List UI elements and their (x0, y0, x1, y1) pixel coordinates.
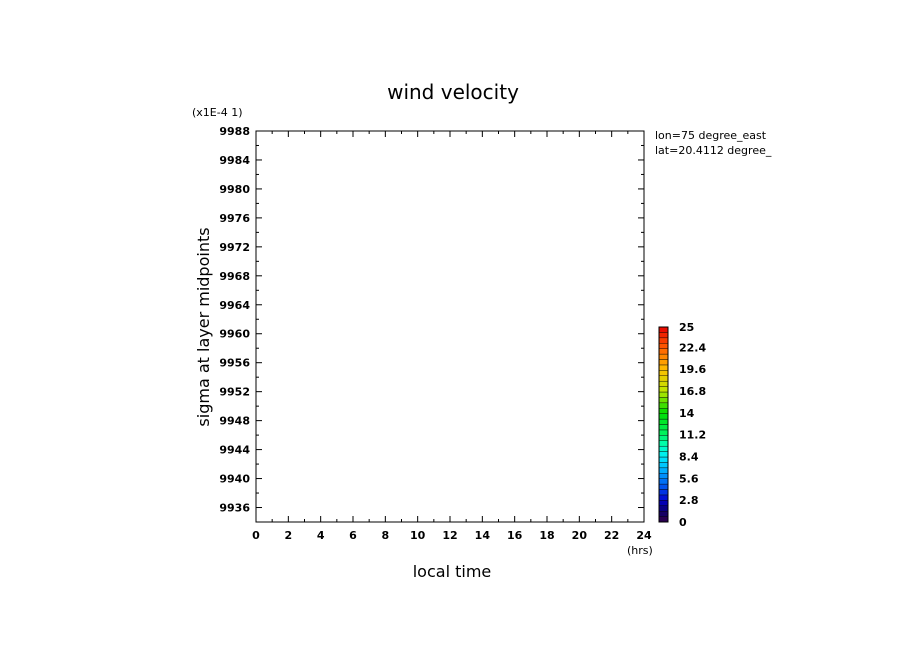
annotation-lon: lon=75 degree_east (655, 129, 767, 142)
y-axis-label: sigma at layer midpoints (194, 227, 213, 426)
x-axis-unit: (hrs) (627, 544, 653, 557)
y-scale-note: (x1E-4 1) (192, 106, 243, 119)
annotation-lat: lat=20.4112 degree_ (655, 144, 772, 157)
chart-title: wind velocity (387, 80, 519, 104)
x-axis-label: local time (413, 562, 492, 581)
